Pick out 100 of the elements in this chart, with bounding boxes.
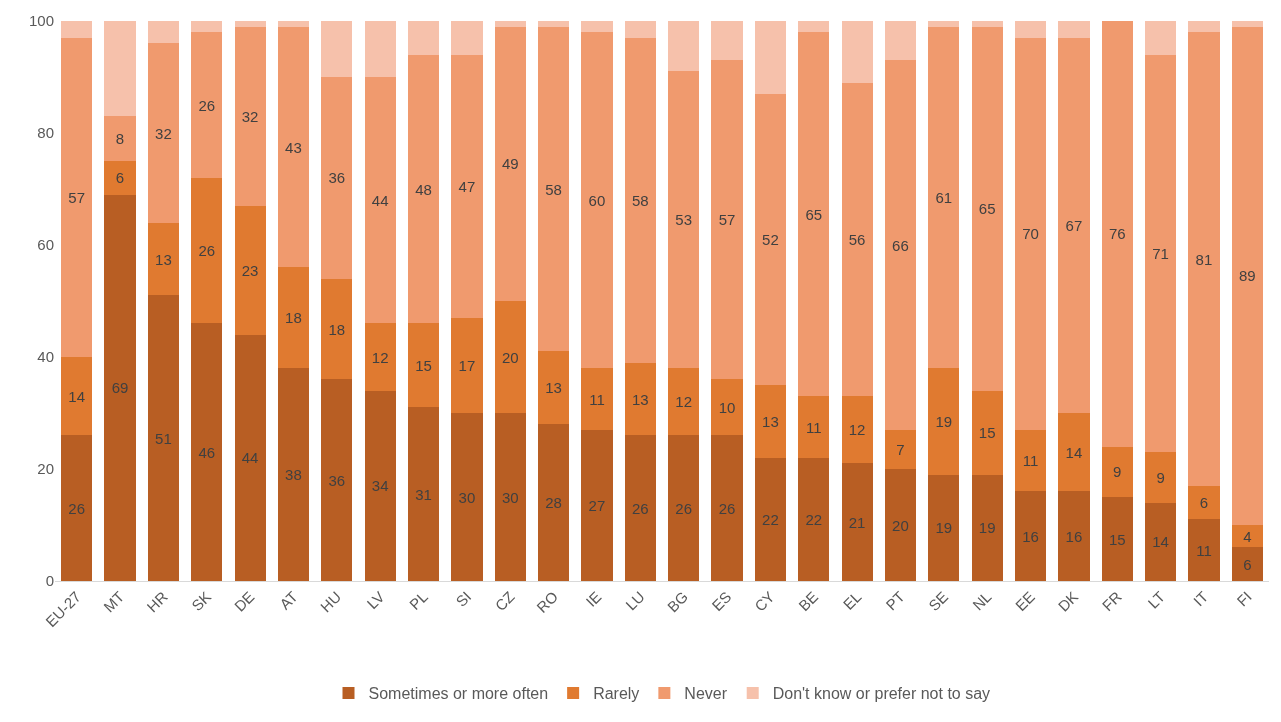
bar [1014, 491, 1047, 581]
bar [711, 21, 743, 61]
data-label: 44 [241, 449, 259, 467]
data-label: 26 [718, 499, 736, 517]
bar [1145, 452, 1177, 503]
data-label: 26 [198, 96, 216, 114]
y-tick-label: 80 [37, 124, 54, 142]
data-label: 12 [675, 393, 693, 411]
bar [494, 413, 526, 581]
data-label: 14 [1065, 443, 1083, 461]
bar [1014, 429, 1047, 492]
x-tick-label: HR [143, 587, 171, 616]
bar [1231, 525, 1263, 548]
y-tick-label: 20 [37, 460, 54, 478]
data-label: 15 [978, 424, 996, 442]
data-label: 51 [155, 429, 172, 447]
bar [1188, 519, 1220, 581]
data-label: 66 [892, 236, 909, 254]
bar [538, 21, 570, 27]
bar [668, 368, 700, 436]
data-label: 89 [1238, 267, 1256, 285]
bar [61, 37, 93, 357]
x-tick-label: SE [925, 587, 952, 615]
data-label: 17 [458, 356, 476, 374]
data-label: 65 [978, 200, 996, 218]
data-label: 58 [545, 180, 562, 198]
bar [234, 205, 266, 335]
x-tick-label: NL [969, 587, 995, 614]
x-tick-label: ES [708, 587, 735, 615]
bar [928, 21, 960, 27]
x-tick-label: DE [230, 587, 258, 615]
bar [1101, 497, 1133, 581]
bar [624, 362, 656, 436]
data-label: 46 [198, 443, 216, 461]
bar [277, 368, 310, 581]
y-tick-label: 100 [28, 12, 54, 30]
bar [104, 21, 136, 117]
x-tick-label: LU [622, 587, 648, 614]
data-label: 32 [155, 124, 172, 142]
data-label: 13 [155, 250, 172, 268]
bar [407, 323, 440, 408]
bar [234, 334, 266, 581]
bar [581, 429, 613, 581]
data-label: 26 [675, 499, 693, 517]
bar [1014, 21, 1047, 38]
data-label: 22 [805, 510, 823, 528]
data-label: 22 [762, 510, 779, 528]
data-label: 13 [762, 412, 779, 430]
data-label: 19 [978, 519, 996, 537]
data-label: 38 [285, 466, 302, 484]
bar [104, 161, 136, 195]
bar [451, 21, 483, 55]
bar [1058, 21, 1090, 38]
bar [451, 317, 483, 413]
data-label: 26 [68, 499, 86, 517]
data-label: 19 [935, 412, 953, 430]
bar [711, 435, 743, 581]
bar [841, 21, 873, 83]
bar [191, 323, 223, 581]
x-tick-label: RO [533, 587, 562, 616]
x-tick-label: FR [1098, 587, 1125, 615]
x-tick-label: IT [1189, 587, 1212, 610]
data-label: 13 [545, 379, 562, 397]
x-tick-label: DK [1054, 587, 1082, 615]
bar [884, 429, 917, 469]
data-label: 36 [328, 471, 346, 489]
data-label: 16 [1022, 527, 1039, 545]
x-tick-label: EE [1011, 587, 1038, 615]
bar [234, 21, 266, 27]
bar [277, 26, 310, 268]
bar [1101, 21, 1133, 447]
data-label: 6 [1199, 494, 1209, 512]
data-label: 67 [1065, 216, 1083, 234]
bar [1145, 54, 1177, 453]
data-label: 36 [328, 169, 346, 187]
data-label: 60 [588, 191, 606, 209]
x-tick-label: BG [663, 587, 692, 616]
bar [1145, 502, 1177, 581]
bar [364, 390, 396, 581]
x-tick-label: SI [452, 587, 475, 610]
data-label: 47 [458, 177, 476, 195]
bar [971, 21, 1003, 27]
bar [451, 413, 483, 581]
data-label: 6 [115, 169, 125, 187]
bar [277, 21, 310, 27]
data-label: 4 [1243, 527, 1252, 545]
bar [494, 26, 526, 301]
bar [971, 26, 1003, 391]
bar [364, 21, 396, 77]
bar [1231, 21, 1263, 27]
y-tick-label: 0 [45, 572, 54, 590]
bar [928, 26, 960, 369]
data-label: 6 [1243, 555, 1252, 573]
x-tick-label: LT [1144, 587, 1169, 612]
bar [61, 21, 93, 38]
bar [407, 407, 440, 581]
data-label: 53 [675, 211, 693, 229]
data-label: 21 [848, 513, 866, 531]
bar [1145, 21, 1177, 55]
bar [624, 37, 656, 363]
